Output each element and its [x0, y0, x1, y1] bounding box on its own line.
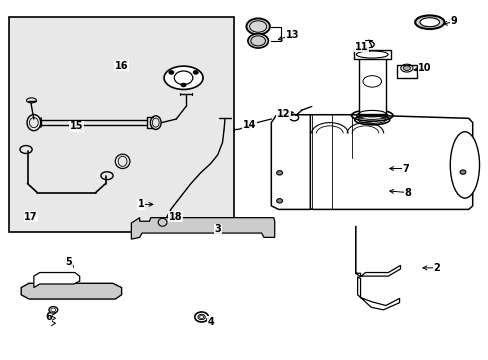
Ellipse shape: [246, 18, 269, 35]
Text: 18: 18: [168, 212, 182, 221]
Polygon shape: [21, 283, 122, 299]
Text: 14: 14: [242, 121, 256, 130]
Text: 12: 12: [276, 109, 290, 119]
Ellipse shape: [276, 171, 282, 175]
Ellipse shape: [198, 314, 205, 320]
Bar: [396, 64, 416, 78]
Polygon shape: [310, 115, 472, 210]
Ellipse shape: [247, 34, 268, 48]
Bar: [358, 53, 385, 114]
Ellipse shape: [168, 71, 173, 74]
Ellipse shape: [181, 83, 185, 87]
Text: 5: 5: [65, 257, 72, 267]
Polygon shape: [131, 218, 274, 239]
Text: 7: 7: [401, 163, 408, 174]
Ellipse shape: [403, 66, 410, 71]
Ellipse shape: [419, 18, 439, 27]
Ellipse shape: [163, 66, 203, 89]
Ellipse shape: [276, 199, 282, 203]
Text: 15: 15: [69, 121, 83, 131]
Text: 3: 3: [214, 225, 221, 234]
Text: 10: 10: [417, 63, 431, 73]
Ellipse shape: [414, 15, 444, 29]
Polygon shape: [355, 226, 400, 277]
Text: 2: 2: [433, 263, 440, 273]
Text: 11: 11: [354, 42, 367, 51]
Text: 16: 16: [115, 61, 128, 71]
Ellipse shape: [199, 316, 203, 319]
Ellipse shape: [49, 307, 58, 313]
Text: 4: 4: [207, 317, 214, 327]
Ellipse shape: [449, 132, 479, 198]
Text: 1: 1: [138, 199, 144, 210]
Bar: [9, 17, 233, 232]
Bar: [353, 50, 390, 59]
Text: 9: 9: [450, 17, 457, 27]
Text: 6: 6: [45, 312, 52, 322]
Ellipse shape: [459, 170, 465, 174]
Text: 17: 17: [24, 212, 38, 221]
Text: 13: 13: [285, 30, 299, 40]
Polygon shape: [271, 115, 312, 210]
Polygon shape: [357, 277, 399, 310]
Polygon shape: [34, 273, 80, 288]
Text: 8: 8: [404, 188, 410, 198]
Ellipse shape: [193, 71, 198, 74]
